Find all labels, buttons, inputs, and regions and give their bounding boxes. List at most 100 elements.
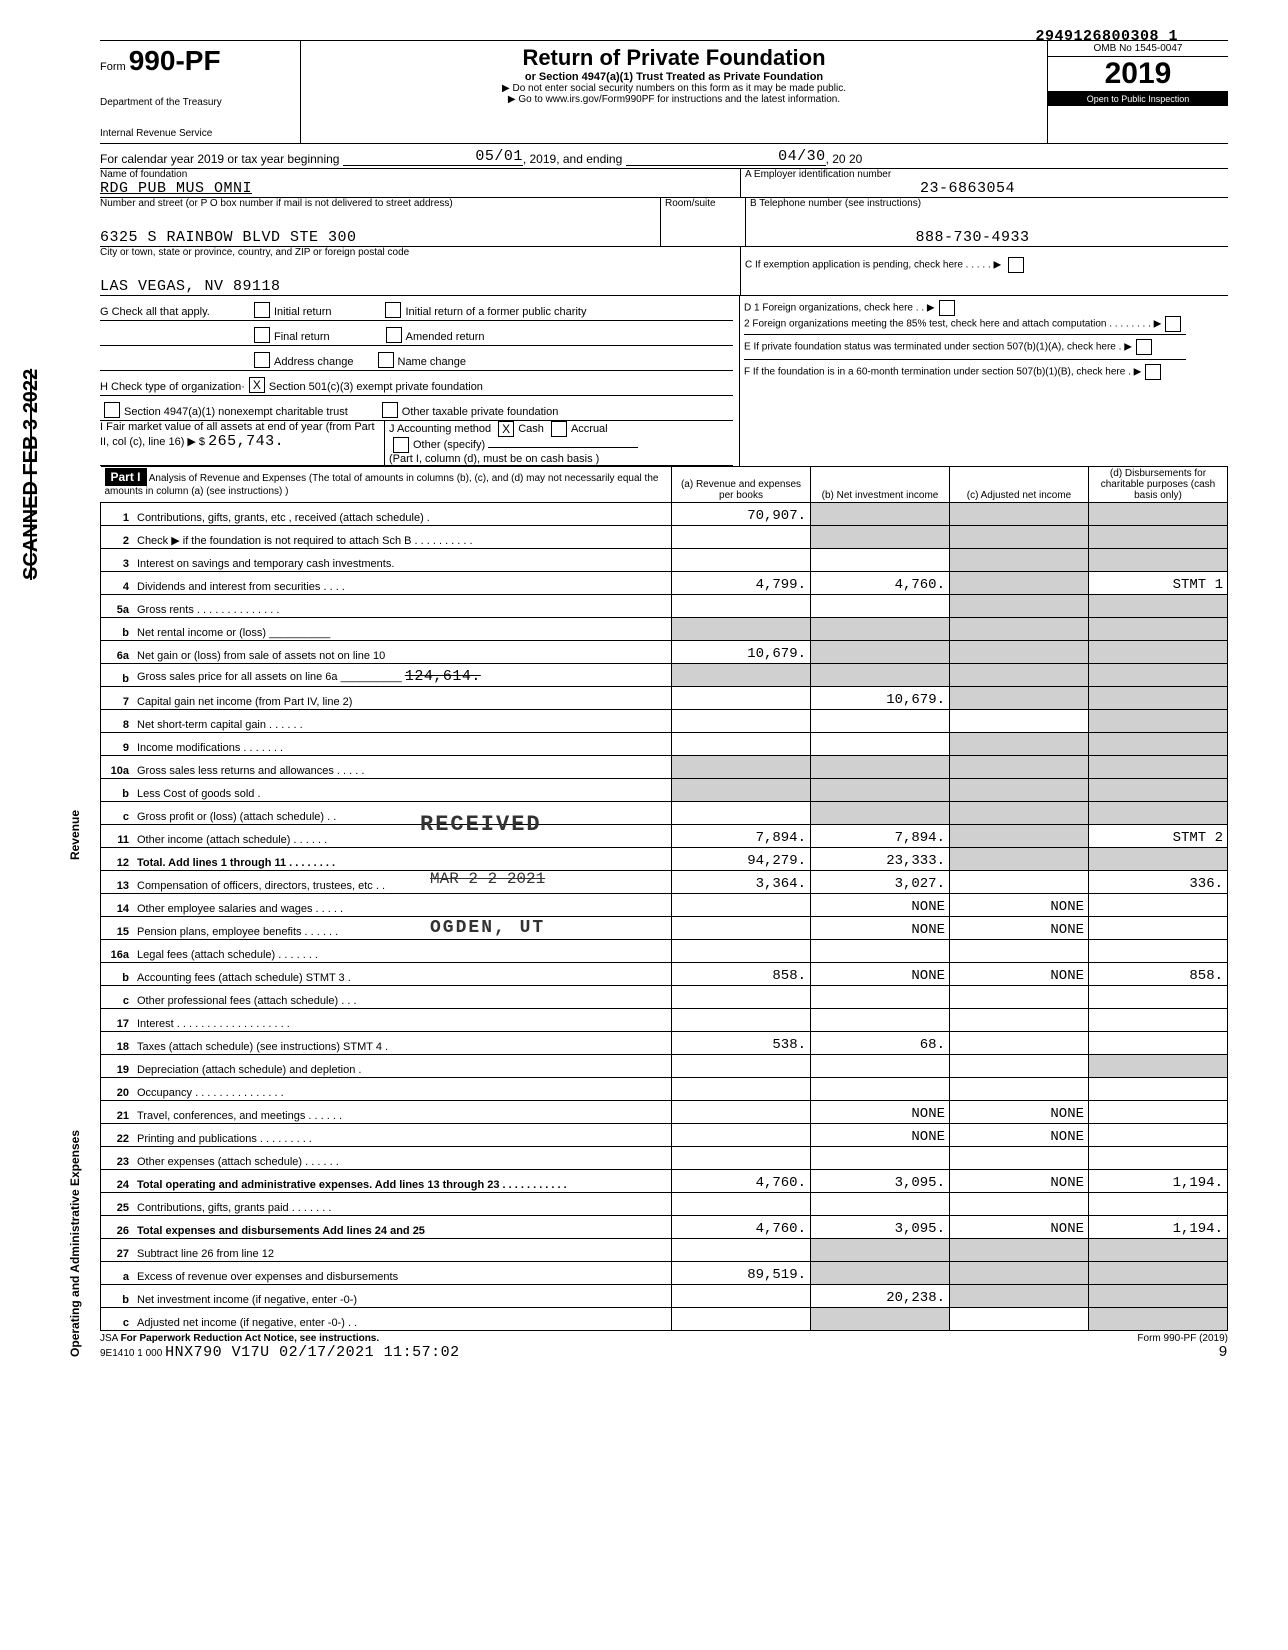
g-label: G Check all that apply. — [100, 306, 250, 318]
e-checkbox[interactable] — [1136, 339, 1152, 355]
table-row: 22Printing and publications . . . . . . … — [101, 1124, 1228, 1147]
pra-notice: For Paperwork Reduction Act Notice, see … — [121, 1333, 380, 1344]
form-note2: ▶ Go to www.irs.gov/Form990PF for instru… — [311, 94, 1037, 105]
room-label: Room/suite — [665, 198, 745, 209]
d1-label: D 1 Foreign organizations, check here . … — [744, 303, 935, 314]
table-row: cGross profit or (loss) (attach schedule… — [101, 802, 1228, 825]
j-label: J Accounting method — [389, 423, 491, 435]
g-addr: Address change — [274, 356, 354, 368]
c-label: C If exemption application is pending, c… — [745, 260, 1001, 271]
table-row: 4Dividends and interest from securities … — [101, 572, 1228, 595]
table-row: 25Contributions, gifts, grants paid . . … — [101, 1193, 1228, 1216]
g-final-checkbox[interactable] — [254, 327, 270, 343]
h-501-checkbox[interactable]: X — [249, 377, 265, 393]
g-initial-checkbox[interactable] — [254, 302, 270, 318]
j-accrual: Accrual — [571, 423, 608, 435]
year: 2019 — [1048, 57, 1228, 92]
d2-checkbox[interactable] — [1165, 316, 1181, 332]
period-end: 04/30 — [626, 148, 826, 166]
table-row: 24Total operating and administrative exp… — [101, 1170, 1228, 1193]
f-checkbox[interactable] — [1145, 364, 1161, 380]
addr-label: Number and street (or P O box number if … — [100, 198, 654, 209]
j-cash: Cash — [518, 423, 544, 435]
g-addr-checkbox[interactable] — [254, 352, 270, 368]
table-row: 16aLegal fees (attach schedule) . . . . … — [101, 940, 1228, 963]
col-c-hdr: (c) Adjusted net income — [950, 467, 1089, 503]
form-header: Form 990-PF Department of the Treasury I… — [100, 40, 1228, 144]
part1-hdr: Part I — [105, 468, 147, 486]
form-label: Form — [100, 61, 126, 73]
period-label: For calendar year 2019 or tax year begin… — [100, 152, 339, 166]
h-501: Section 501(c)(3) exempt private foundat… — [269, 381, 483, 393]
h-4947: Section 4947(a)(1) nonexempt charitable … — [124, 406, 348, 418]
h-label: H Check type of organization· — [100, 381, 245, 393]
part1-title: Analysis of Revenue and Expenses (The to… — [105, 473, 659, 497]
d1-checkbox[interactable] — [939, 300, 955, 316]
dept2: Internal Revenue Service — [100, 128, 300, 139]
city-state-zip: LAS VEGAS, NV 89118 — [100, 278, 734, 295]
revenue-label: Revenue — [68, 810, 82, 860]
analysis-table: Part I Analysis of Revenue and Expenses … — [100, 466, 1228, 1331]
g-name: Name change — [398, 356, 467, 368]
table-row: 7Capital gain net income (from Part IV, … — [101, 687, 1228, 710]
table-row: 18Taxes (attach schedule) (see instructi… — [101, 1032, 1228, 1055]
footer-form: Form 990-PF (2019) — [1137, 1333, 1228, 1344]
received-stamp: RECEIVED — [420, 812, 542, 837]
j-other-checkbox[interactable] — [393, 437, 409, 453]
table-row: 21Travel, conferences, and meetings . . … — [101, 1101, 1228, 1124]
name-label: Name of foundation — [100, 169, 734, 180]
table-row: 23Other expenses (attach schedule) . . .… — [101, 1147, 1228, 1170]
table-row: 20Occupancy . . . . . . . . . . . . . . … — [101, 1078, 1228, 1101]
table-row: bNet rental income or (loss) __________ — [101, 618, 1228, 641]
footer-page: 9 — [1218, 1344, 1228, 1361]
table-row: 15Pension plans, employee benefits . . .… — [101, 917, 1228, 940]
jsa: JSA — [100, 1333, 118, 1344]
table-row: 8Net short-term capital gain . . . . . . — [101, 710, 1228, 733]
open-inspection: Open to Public Inspection — [1048, 92, 1228, 106]
form-title: Return of Private Foundation — [311, 45, 1037, 71]
g-final: Final return — [274, 331, 330, 343]
j-cash-checkbox[interactable]: X — [498, 421, 514, 437]
g-initial-former-checkbox[interactable] — [385, 302, 401, 318]
table-row: 13Compensation of officers, directors, t… — [101, 871, 1228, 894]
table-row: 27Subtract line 26 from line 12 — [101, 1239, 1228, 1262]
j-accrual-checkbox[interactable] — [551, 421, 567, 437]
col-a-hdr: (a) Revenue and expenses per books — [672, 467, 811, 503]
e-label: E If private foundation status was termi… — [744, 342, 1132, 353]
expenses-label: Operating and Administrative Expenses — [68, 1130, 82, 1357]
table-row: bGross sales price for all assets on lin… — [101, 664, 1228, 687]
footer-code: 9E1410 1 000 — [100, 1348, 162, 1359]
table-row: 6aNet gain or (loss) from sale of assets… — [101, 641, 1228, 664]
table-row: 17Interest . . . . . . . . . . . . . . .… — [101, 1009, 1228, 1032]
dept1: Department of the Treasury — [100, 97, 300, 108]
table-row: cOther professional fees (attach schedul… — [101, 986, 1228, 1009]
h-other-checkbox[interactable] — [382, 402, 398, 418]
table-row: 3Interest on savings and temporary cash … — [101, 549, 1228, 572]
h-4947-checkbox[interactable] — [104, 402, 120, 418]
doc-number: 2949126800308 1 — [1035, 28, 1178, 45]
period-mid: , 2019, and ending — [523, 152, 622, 166]
g-amended-checkbox[interactable] — [386, 327, 402, 343]
col-d-hdr: (d) Disbursements for charitable purpose… — [1089, 467, 1228, 503]
b-label: B Telephone number (see instructions) — [750, 198, 1195, 209]
table-row: bNet investment income (if negative, ent… — [101, 1285, 1228, 1308]
table-row: bAccounting fees (attach schedule) STMT … — [101, 963, 1228, 986]
table-row: cAdjusted net income (if negative, enter… — [101, 1308, 1228, 1331]
scanned-stamp: SCANNED FEB 3 2022 — [20, 369, 43, 580]
table-row: 2Check ▶ if the foundation is not requir… — [101, 526, 1228, 549]
period-begin: 05/01 — [343, 148, 523, 166]
g-name-checkbox[interactable] — [378, 352, 394, 368]
ein: 23-6863054 — [745, 180, 1190, 197]
j-other: Other (specify) — [413, 439, 485, 451]
telephone: 888-730-4933 — [750, 229, 1195, 246]
g-initial: Initial return — [274, 306, 331, 318]
street-address: 6325 S RAINBOW BLVD STE 300 — [100, 229, 654, 246]
i-value: 265,743. — [208, 433, 284, 450]
table-row: 9Income modifications . . . . . . . — [101, 733, 1228, 756]
table-row: bLess Cost of goods sold . — [101, 779, 1228, 802]
g-amended: Amended return — [406, 331, 485, 343]
received-date-stamp: MAR 2 2 2021 — [430, 870, 545, 888]
j-note: (Part I, column (d), must be on cash bas… — [389, 453, 599, 465]
d2-label: 2 Foreign organizations meeting the 85% … — [744, 319, 1161, 330]
c-checkbox[interactable] — [1008, 257, 1024, 273]
